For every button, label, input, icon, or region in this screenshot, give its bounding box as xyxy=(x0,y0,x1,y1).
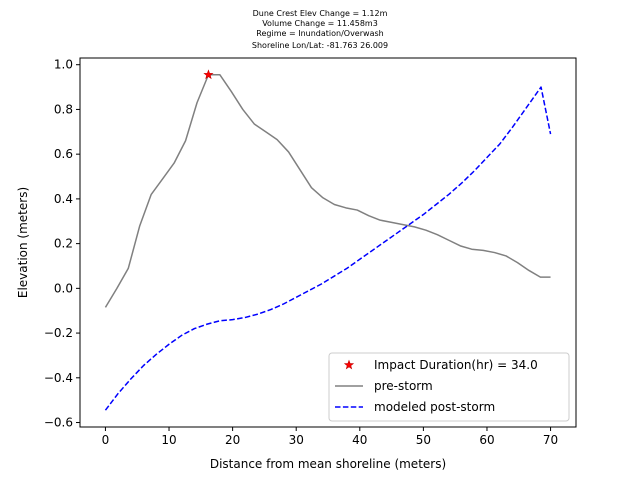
chart-title-line-2: Volume Change = 11.458m3 xyxy=(262,19,378,28)
y-tick-label: 0.6 xyxy=(54,147,73,161)
x-tick-label: 10 xyxy=(161,433,176,447)
post-storm-line xyxy=(104,86,552,411)
y-tick-label: 0.4 xyxy=(54,192,73,206)
y-tick-label: 0.0 xyxy=(54,281,73,295)
x-axis: 0 10 20 30 40 50 60 70 xyxy=(102,427,558,447)
legend-entry-label: modeled post-storm xyxy=(374,400,495,414)
x-tick-label: 70 xyxy=(543,433,558,447)
legend-entry-label: Impact Duration(hr) = 34.0 xyxy=(374,358,538,372)
y-axis-label: Elevation (meters) xyxy=(16,187,30,298)
legend: Impact Duration(hr) = 34.0 pre-storm model… xyxy=(328,352,570,422)
chart-title-line-4: Shoreline Lon/Lat: -81.763 26.009 xyxy=(251,41,389,50)
x-tick-label: 0 xyxy=(102,433,110,447)
y-tick-label: −0.4 xyxy=(44,371,73,385)
x-tick-label: 60 xyxy=(479,433,494,447)
y-tick-label: 0.8 xyxy=(54,102,73,116)
impact-star-marker xyxy=(203,69,214,80)
x-tick-label: 20 xyxy=(225,433,240,447)
y-tick-label: 0.2 xyxy=(54,237,73,251)
y-tick-label: −0.2 xyxy=(44,326,73,340)
x-tick-label: 30 xyxy=(289,433,304,447)
plot-area xyxy=(104,69,552,411)
legend-box xyxy=(328,352,570,422)
x-tick-label: 50 xyxy=(416,433,431,447)
chart-title-line-1: Dune Crest Elev Change = 1.12m xyxy=(252,9,388,18)
axes-frame xyxy=(79,57,577,428)
pre-storm-line xyxy=(104,74,551,308)
y-axis: −0.6 −0.4 −0.2 0.0 0.2 0.4 0.6 0.8 1.0 xyxy=(44,58,80,430)
x-axis-label: Distance from mean shoreline (meters) xyxy=(210,457,446,471)
chart-title-line-3: Regime = Inundation/Overwash xyxy=(256,29,384,38)
x-tick-label: 40 xyxy=(352,433,367,447)
y-tick-label: −0.6 xyxy=(44,416,73,430)
legend-entry-label: pre-storm xyxy=(374,379,433,393)
y-tick-label: 1.0 xyxy=(54,58,73,72)
legend-star-icon xyxy=(343,359,355,370)
